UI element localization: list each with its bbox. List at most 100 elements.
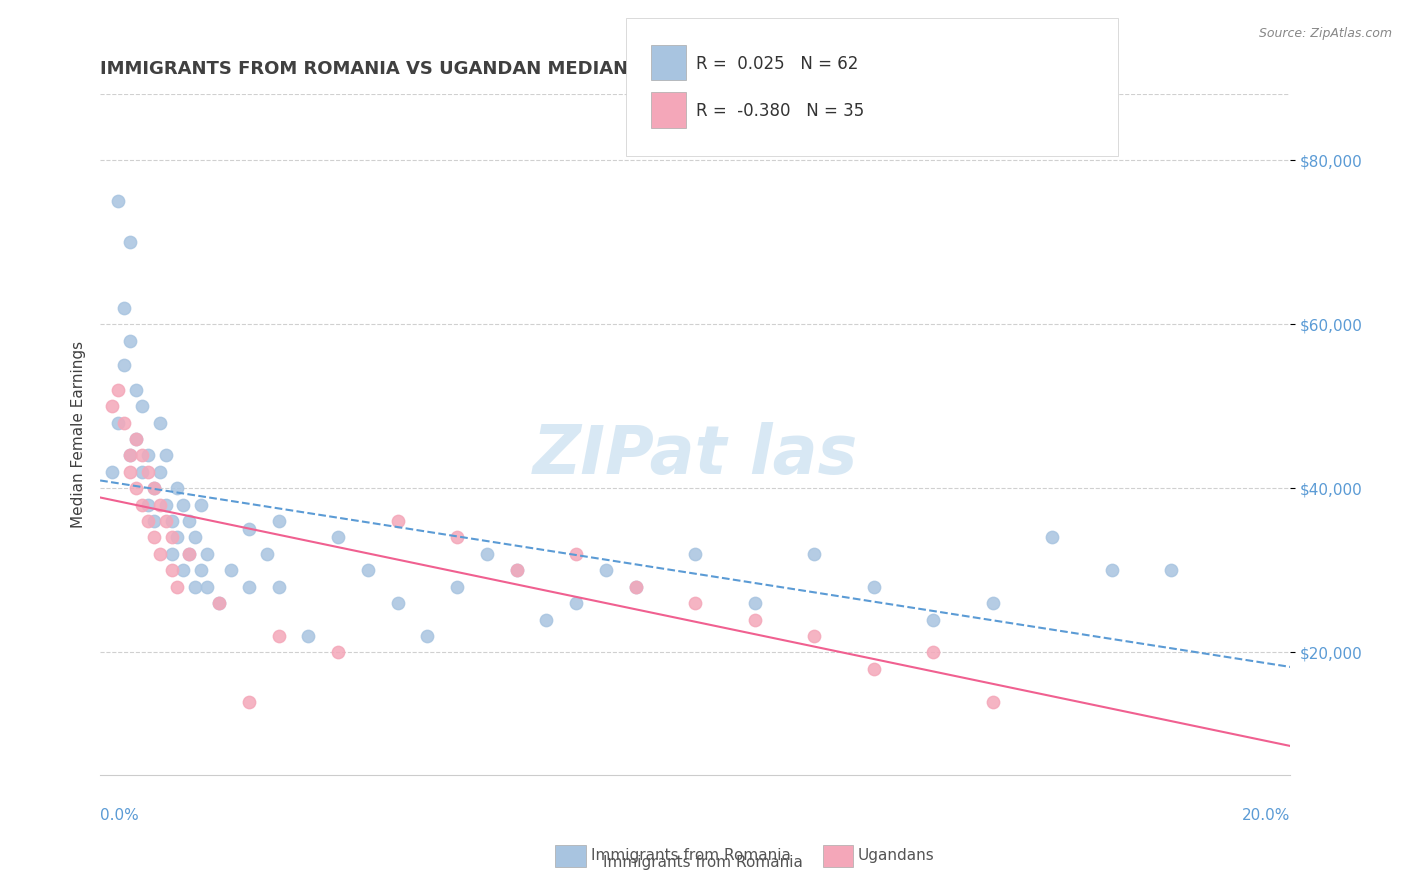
Point [208,596,231,610]
Point [131,399,153,413]
Point [155,514,177,528]
Point [112,416,135,430]
Point [179,547,201,561]
Point [107,383,129,397]
Point [107,194,129,208]
Text: Source: ZipAtlas.com: Source: ZipAtlas.com [1258,27,1392,40]
Point [565,596,588,610]
Text: Immigrants from Romania: Immigrants from Romania [591,848,790,863]
Point [536,613,558,627]
Point [125,432,148,446]
Point [683,596,706,610]
Text: R =  0.025   N = 62: R = 0.025 N = 62 [696,55,858,73]
Point [184,580,207,594]
Text: Immigrants from Romania: Immigrants from Romania [603,855,803,870]
Point [624,580,647,594]
Point [118,235,141,249]
Point [142,514,165,528]
Point [981,694,1004,708]
Point [160,514,183,528]
Point [112,301,135,315]
Point [131,498,153,512]
Point [219,563,242,577]
Point [505,563,527,577]
Point [172,498,194,512]
Point [149,498,172,512]
Point [131,449,153,463]
Point [922,613,945,627]
Point [238,580,260,594]
Point [125,432,148,446]
Point [179,514,201,528]
Point [101,399,124,413]
Point [118,334,141,348]
Point [149,465,172,479]
Point [155,449,177,463]
Point [475,547,498,561]
Point [416,629,439,643]
Point [155,498,177,512]
Point [118,449,141,463]
Point [1101,563,1123,577]
Point [297,629,319,643]
Point [803,629,825,643]
Point [446,531,468,545]
Point [565,547,588,561]
Point [357,563,380,577]
Point [624,580,647,594]
Point [125,481,148,495]
Point [328,645,350,659]
Point [136,449,159,463]
Point [862,662,884,676]
Point [683,547,706,561]
Text: R =  -0.380   N = 35: R = -0.380 N = 35 [696,103,865,120]
Point [387,596,409,610]
Point [267,629,290,643]
Point [190,498,212,512]
Point [112,358,135,372]
Point [172,563,194,577]
Point [160,531,183,545]
Text: 0.0%: 0.0% [100,808,139,823]
Point [131,465,153,479]
Point [160,563,183,577]
Point [267,580,290,594]
Point [328,531,350,545]
Point [803,547,825,561]
Point [118,465,141,479]
Point [101,465,124,479]
Point [981,596,1004,610]
Point [166,580,188,594]
Point [166,481,188,495]
Point [142,481,165,495]
Point [184,531,207,545]
Point [505,563,527,577]
Point [107,416,129,430]
Point [195,580,218,594]
Point [1040,531,1063,545]
Point [744,613,766,627]
Point [160,547,183,561]
Point [190,563,212,577]
Point [267,514,290,528]
Text: IMMIGRANTS FROM ROMANIA VS UGANDAN MEDIAN FEMALE EARNINGS CORRELATION CHART: IMMIGRANTS FROM ROMANIA VS UGANDAN MEDIA… [100,60,1046,78]
Point [238,522,260,536]
Point [195,547,218,561]
Point [1160,563,1182,577]
Point [149,416,172,430]
Point [136,498,159,512]
Point [595,563,617,577]
Point [136,465,159,479]
Point [744,596,766,610]
Point [446,580,468,594]
Point [256,547,278,561]
Point [238,694,260,708]
Point [125,383,148,397]
Point [149,547,172,561]
Point [136,514,159,528]
Point [922,645,945,659]
Text: 20.0%: 20.0% [1241,808,1291,823]
Point [166,531,188,545]
Text: ZIPat las: ZIPat las [533,422,858,488]
Text: Ugandans: Ugandans [858,848,935,863]
